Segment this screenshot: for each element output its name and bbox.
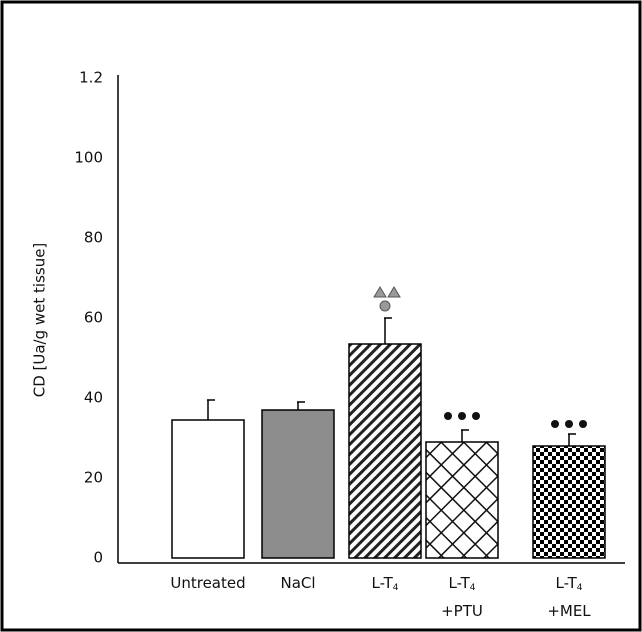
- x-tick-label: L-T4 +MEL: [547, 574, 591, 620]
- x-tick-label: NaCl: [280, 574, 315, 592]
- y-tick-label: 1.2: [79, 69, 103, 87]
- bar: [261, 409, 335, 559]
- bar: [348, 343, 422, 559]
- significance-markers: [373, 286, 587, 428]
- bar: [171, 419, 245, 559]
- x-tick-label: L-T4: [371, 574, 398, 593]
- y-tick-label: 60: [84, 309, 103, 327]
- x-tick-label: L-T4 +PTU: [441, 574, 483, 620]
- x-tick-label: Untreated: [170, 574, 245, 592]
- y-tick-label: 80: [84, 229, 103, 247]
- bar: [532, 445, 606, 559]
- y-tick-label: 100: [74, 149, 103, 167]
- y-tick-label: 20: [84, 469, 103, 487]
- y-tick-label: 40: [84, 389, 103, 407]
- y-tick-label: 0: [93, 549, 103, 567]
- bar: [425, 441, 499, 559]
- y-axis-label: CD [Ua/g wet tissue]: [31, 243, 49, 398]
